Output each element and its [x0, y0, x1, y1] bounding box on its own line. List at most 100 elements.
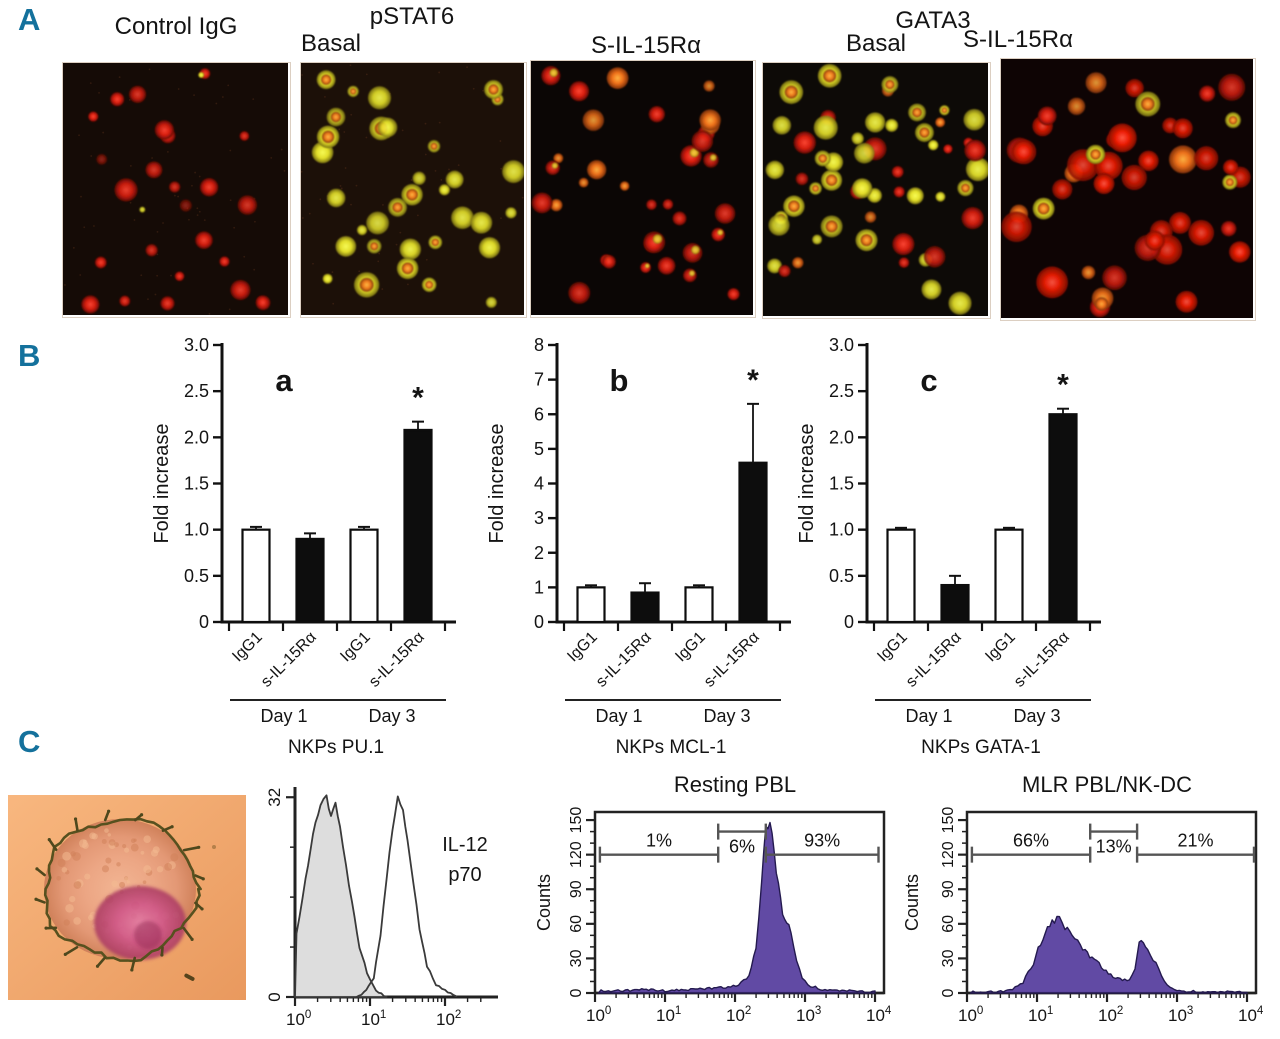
svg-text:101: 101 — [1028, 1005, 1053, 1025]
header-gata3: GATA3 — [895, 7, 971, 34]
svg-text:66%: 66% — [1013, 831, 1049, 851]
svg-text:120: 120 — [568, 841, 585, 868]
svg-text:7: 7 — [534, 370, 544, 390]
svg-text:150: 150 — [568, 807, 585, 834]
svg-text:4: 4 — [534, 474, 544, 494]
svg-text:0.5: 0.5 — [829, 566, 854, 586]
svg-text:1.0: 1.0 — [829, 520, 854, 540]
svg-text:c: c — [920, 363, 937, 398]
svg-text:*: * — [1057, 369, 1069, 402]
bar-chart-nkps-pu1: 0 0.5 1.0 1.5 2.0 2.5 3.0 Fold increase IgG1 s-IL… — [150, 333, 485, 786]
svg-text:Counts: Counts — [534, 874, 554, 931]
svg-text:101: 101 — [656, 1005, 681, 1025]
svg-text:Day 1: Day 1 — [260, 706, 307, 726]
svg-text:2.5: 2.5 — [184, 381, 209, 401]
svg-text:Fold increase: Fold increase — [151, 423, 173, 543]
svg-text:a: a — [275, 363, 293, 398]
microscopy-svg-pstat6-s-il-15ra — [531, 61, 753, 315]
microscopy-pstat6-s-il-15ra — [530, 60, 756, 318]
dendritic-cell-photo — [8, 795, 246, 1000]
svg-text:13%: 13% — [1096, 837, 1132, 857]
svg-text:IgG1: IgG1 — [982, 629, 1019, 666]
svg-text:s-IL-15Rα: s-IL-15Rα — [366, 629, 428, 691]
header-pstat6-basal: Basal — [300, 30, 362, 57]
flow-histogram-mlr-pbl-nk-dc: MLR PBL/NK-DC Counts 0 30 60 90 120 150 100 101 10… — [898, 770, 1280, 1039]
cell-photo-svg — [8, 795, 246, 1000]
flow-histogram-il12: 0 32 IL-12 p70 100 101 102 — [263, 775, 521, 1039]
svg-text:Day 3: Day 3 — [368, 706, 415, 726]
header-pstat6: pSTAT6 — [369, 3, 455, 30]
svg-text:0: 0 — [568, 988, 585, 997]
microscopy-svg-pstat6-basal — [300, 63, 525, 315]
flow-svg-resting-pbl: Resting PBL Counts 0 30 60 90 120 150 100 101 102 1… — [534, 772, 892, 1025]
svg-text:1.5: 1.5 — [184, 474, 209, 494]
microscopy-gata3-basal — [762, 62, 991, 319]
svg-text:103: 103 — [1168, 1005, 1193, 1025]
svg-text:150: 150 — [940, 807, 957, 834]
svg-text:NKPs GATA-1: NKPs GATA-1 — [921, 737, 1041, 758]
svg-text:90: 90 — [568, 880, 585, 898]
svg-text:102: 102 — [1098, 1005, 1123, 1025]
svg-text:NKPs PU.1: NKPs PU.1 — [288, 737, 384, 758]
svg-text:21%: 21% — [1178, 831, 1214, 851]
svg-text:0: 0 — [534, 612, 544, 632]
svg-text:0: 0 — [265, 992, 284, 1001]
flow-svg-il12-histogram: 0 32 IL-12 p70 100 101 102 — [265, 787, 498, 1029]
svg-text:Resting PBL: Resting PBL — [674, 772, 796, 797]
svg-text:90: 90 — [940, 880, 957, 898]
flow-svg-mlr-pbl-nk-dc: MLR PBL/NK-DC Counts 0 30 60 90 120 150 100 101 10… — [902, 772, 1264, 1025]
svg-text:104: 104 — [866, 1005, 892, 1025]
svg-text:8: 8 — [534, 335, 544, 355]
svg-text:p70: p70 — [448, 864, 481, 886]
svg-text:s-IL-15Rα: s-IL-15Rα — [1011, 629, 1073, 691]
svg-text:IgG1: IgG1 — [337, 629, 374, 666]
bar-chart-nkps-mcl1: 0 1 2 3 4 5 6 7 8 Fold increase IgG1 s-IL-15Rα IgG1 s… — [485, 333, 820, 786]
svg-text:6: 6 — [534, 404, 544, 424]
svg-text:120: 120 — [940, 841, 957, 868]
svg-text:100: 100 — [586, 1005, 611, 1025]
svg-text:1%: 1% — [646, 831, 672, 851]
svg-text:93%: 93% — [804, 831, 840, 851]
svg-text:IgG1: IgG1 — [564, 629, 601, 666]
svg-text:103: 103 — [796, 1005, 821, 1025]
flow-histogram-resting-pbl: Resting PBL Counts 0 30 60 90 120 150 100 101 102 1… — [530, 770, 912, 1039]
svg-text:32: 32 — [265, 788, 284, 807]
bar-chart-nkps-gata1: 0 0.5 1.0 1.5 2.0 2.5 3.0 Fold increase IgG1 s-IL… — [795, 333, 1130, 786]
svg-text:2: 2 — [534, 543, 544, 563]
svg-text:60: 60 — [940, 915, 957, 933]
svg-text:s-IL-15Rα: s-IL-15Rα — [701, 629, 763, 691]
svg-text:3.0: 3.0 — [184, 335, 209, 355]
svg-text:100: 100 — [958, 1005, 983, 1025]
svg-text:*: * — [412, 382, 424, 415]
svg-text:IgG1: IgG1 — [672, 629, 709, 666]
panel-a-label: A — [18, 2, 41, 37]
svg-text:5: 5 — [534, 439, 544, 459]
svg-text:IgG1: IgG1 — [229, 629, 266, 666]
svg-text:Day 1: Day 1 — [595, 706, 642, 726]
svg-text:60: 60 — [568, 915, 585, 933]
svg-text:101: 101 — [361, 1009, 386, 1029]
svg-text:NKPs MCL-1: NKPs MCL-1 — [616, 737, 727, 758]
svg-text:3: 3 — [534, 508, 544, 528]
svg-text:b: b — [610, 363, 629, 398]
svg-text:3.0: 3.0 — [829, 335, 854, 355]
svg-text:30: 30 — [940, 949, 957, 967]
svg-text:Day 3: Day 3 — [1013, 706, 1060, 726]
svg-text:Day 3: Day 3 — [703, 706, 750, 726]
microscopy-svg-gata3-basal — [763, 63, 990, 316]
svg-text:0: 0 — [199, 612, 209, 632]
svg-text:30: 30 — [568, 949, 585, 967]
header-gata3-s-il-15ra: S-IL-15Rα — [963, 26, 1073, 53]
svg-text:*: * — [747, 364, 759, 397]
microscopy-gata3-s-il-15ra — [1000, 58, 1256, 321]
svg-text:0.5: 0.5 — [184, 566, 209, 586]
microscopy-control-igg — [62, 62, 291, 318]
svg-text:IL-12: IL-12 — [442, 834, 488, 856]
microscopy-svg-control-igg — [63, 63, 288, 315]
svg-text:2.0: 2.0 — [829, 427, 854, 447]
svg-text:2.0: 2.0 — [184, 427, 209, 447]
header-pstat6-s-il-15ra: S-IL-15Rα — [591, 32, 701, 59]
